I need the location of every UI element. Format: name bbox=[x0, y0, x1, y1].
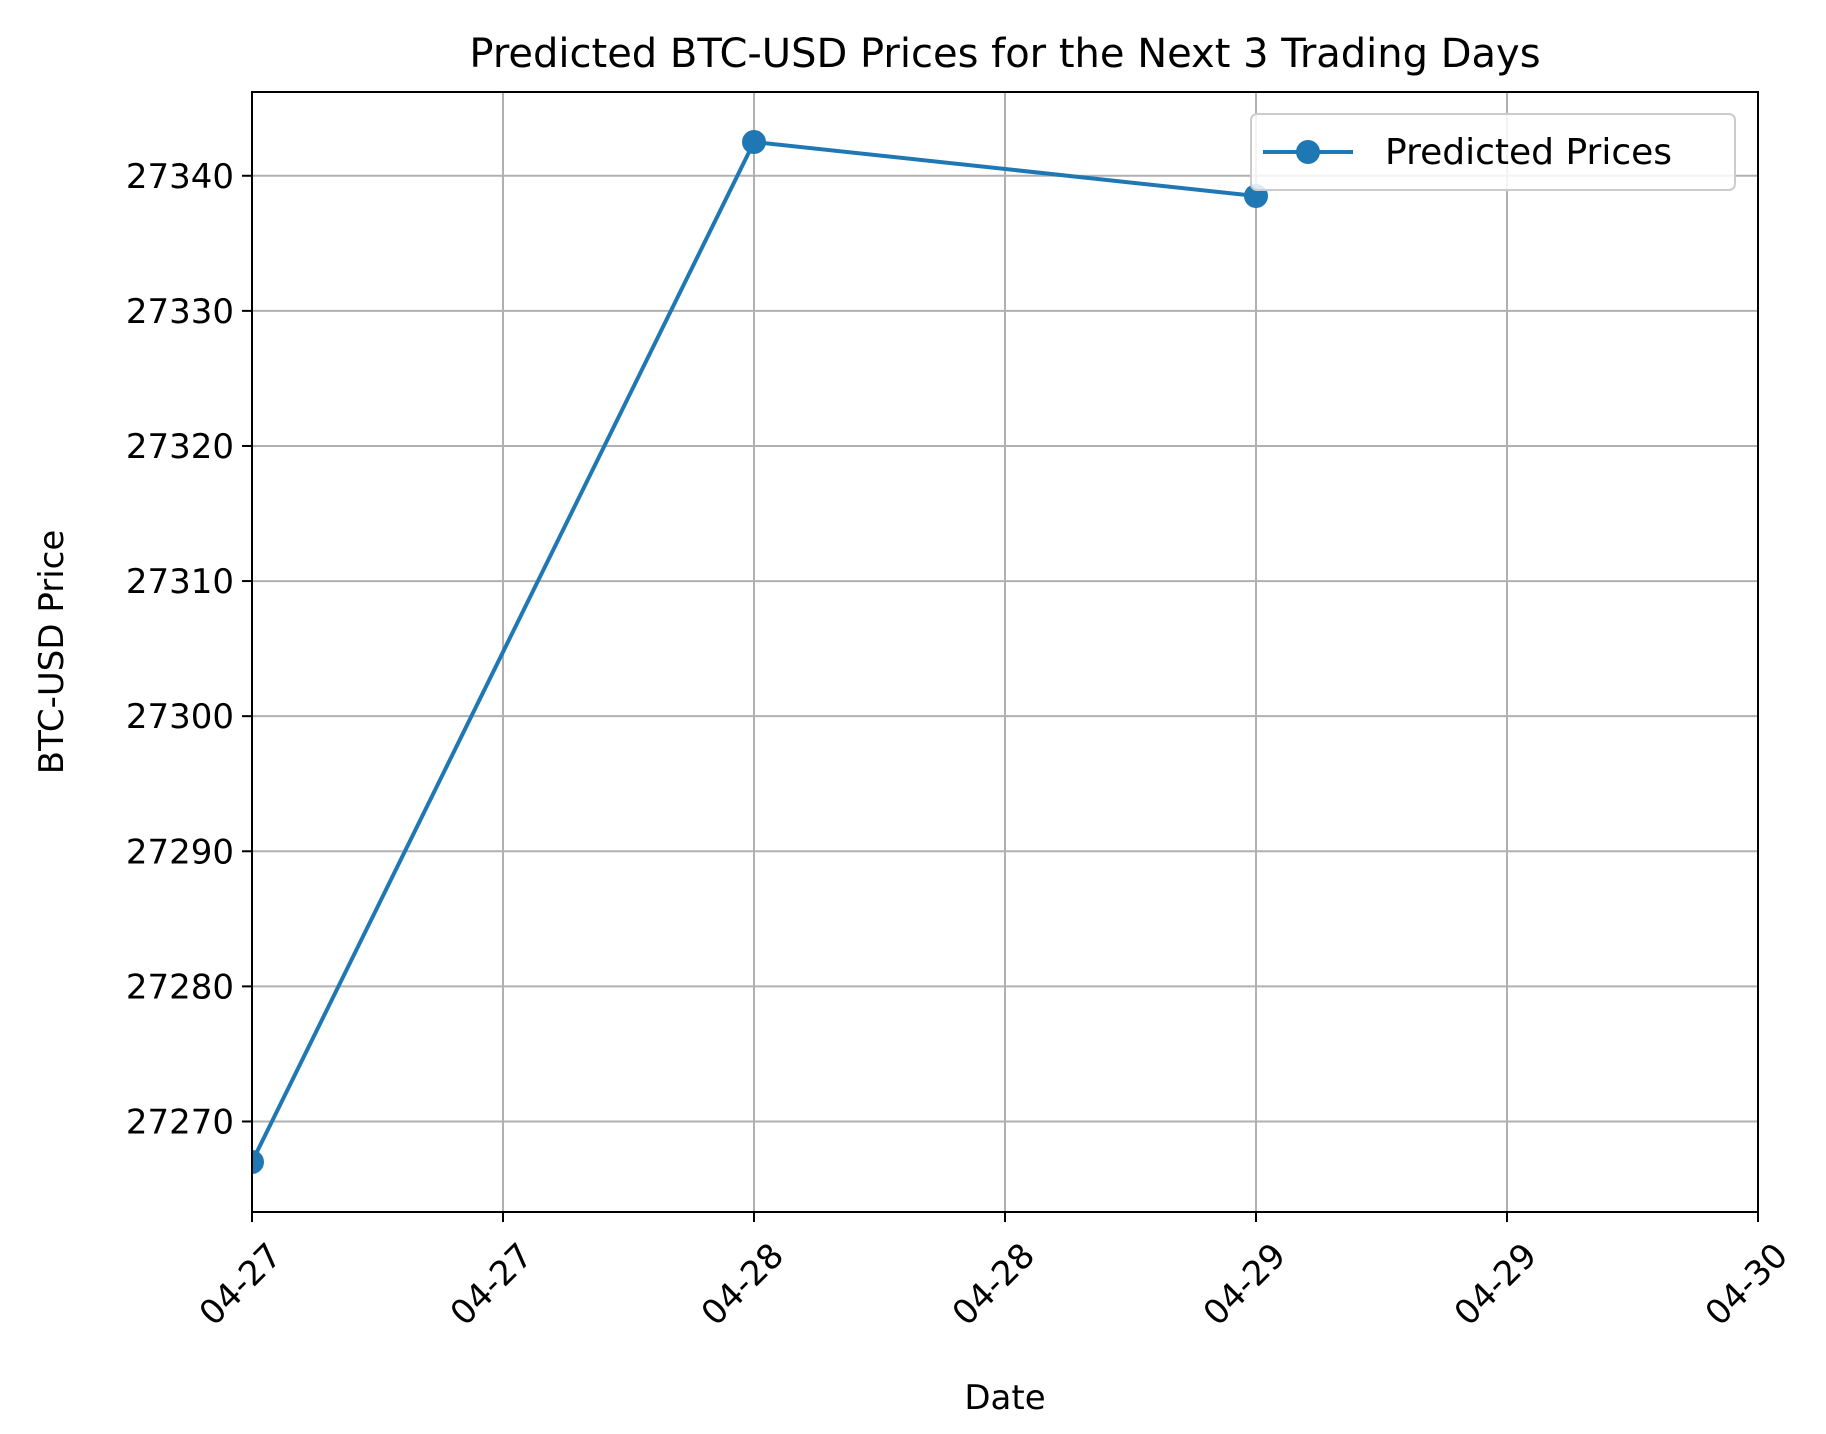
legend-marker-swatch bbox=[1296, 140, 1320, 164]
legend-box bbox=[1250, 113, 1736, 191]
y-axis-label: BTC-USD Price bbox=[32, 530, 72, 775]
plot-frame bbox=[251, 91, 1759, 1213]
legend-label: Predicted Prices bbox=[1385, 132, 1672, 173]
x-axis-label: Date bbox=[964, 1378, 1045, 1418]
grid bbox=[251, 92, 1759, 1212]
y-axis-ticks: 27270 27280 27290 27300 27310 27320 27330 27340 bbox=[126, 157, 252, 1142]
data-point-marker bbox=[252, 1150, 264, 1175]
legend: Predicted Prices bbox=[1250, 113, 1736, 191]
y-tick-label: 27270 bbox=[126, 1102, 234, 1142]
y-tick-label: 27320 bbox=[126, 427, 234, 467]
chart-title: Predicted BTC-USD Prices for the Next 3 … bbox=[469, 31, 1540, 77]
y-tick-label: 27290 bbox=[126, 832, 234, 872]
y-tick-label: 27280 bbox=[126, 967, 234, 1007]
y-tick-label: 27330 bbox=[126, 292, 234, 332]
y-tick-label: 27300 bbox=[126, 697, 234, 737]
y-tick-label: 27340 bbox=[126, 157, 234, 197]
data-point-marker bbox=[742, 129, 766, 154]
y-tick-label: 27310 bbox=[126, 562, 234, 602]
